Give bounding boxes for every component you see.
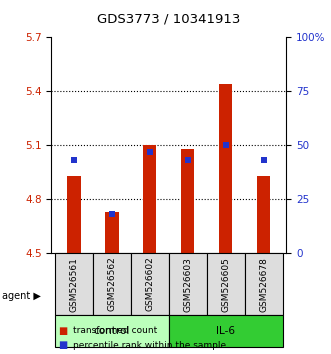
Text: transformed count: transformed count bbox=[73, 326, 157, 336]
Bar bbox=[55, 253, 93, 315]
Bar bbox=[257, 176, 270, 253]
Bar bbox=[219, 84, 232, 253]
Text: percentile rank within the sample: percentile rank within the sample bbox=[73, 341, 226, 350]
Bar bbox=[131, 253, 169, 315]
Text: GSM526603: GSM526603 bbox=[183, 257, 192, 312]
Bar bbox=[93, 253, 131, 315]
Text: ■: ■ bbox=[58, 340, 67, 350]
Bar bbox=[143, 145, 157, 253]
Text: IL-6: IL-6 bbox=[216, 326, 235, 336]
Bar bbox=[105, 212, 118, 253]
Text: agent ▶: agent ▶ bbox=[2, 291, 40, 301]
Text: GDS3773 / 10341913: GDS3773 / 10341913 bbox=[97, 12, 241, 25]
Bar bbox=[207, 253, 245, 315]
Bar bbox=[181, 149, 194, 253]
Text: GSM526562: GSM526562 bbox=[108, 257, 117, 312]
Text: ■: ■ bbox=[58, 326, 67, 336]
Bar bbox=[68, 176, 81, 253]
Text: GSM526602: GSM526602 bbox=[145, 257, 154, 312]
Text: control: control bbox=[94, 326, 130, 336]
Bar bbox=[169, 315, 283, 347]
Text: GSM526678: GSM526678 bbox=[259, 257, 268, 312]
Text: GSM526605: GSM526605 bbox=[221, 257, 230, 312]
Bar bbox=[55, 315, 169, 347]
Bar bbox=[245, 253, 283, 315]
Text: GSM526561: GSM526561 bbox=[70, 257, 78, 312]
Bar bbox=[169, 253, 207, 315]
